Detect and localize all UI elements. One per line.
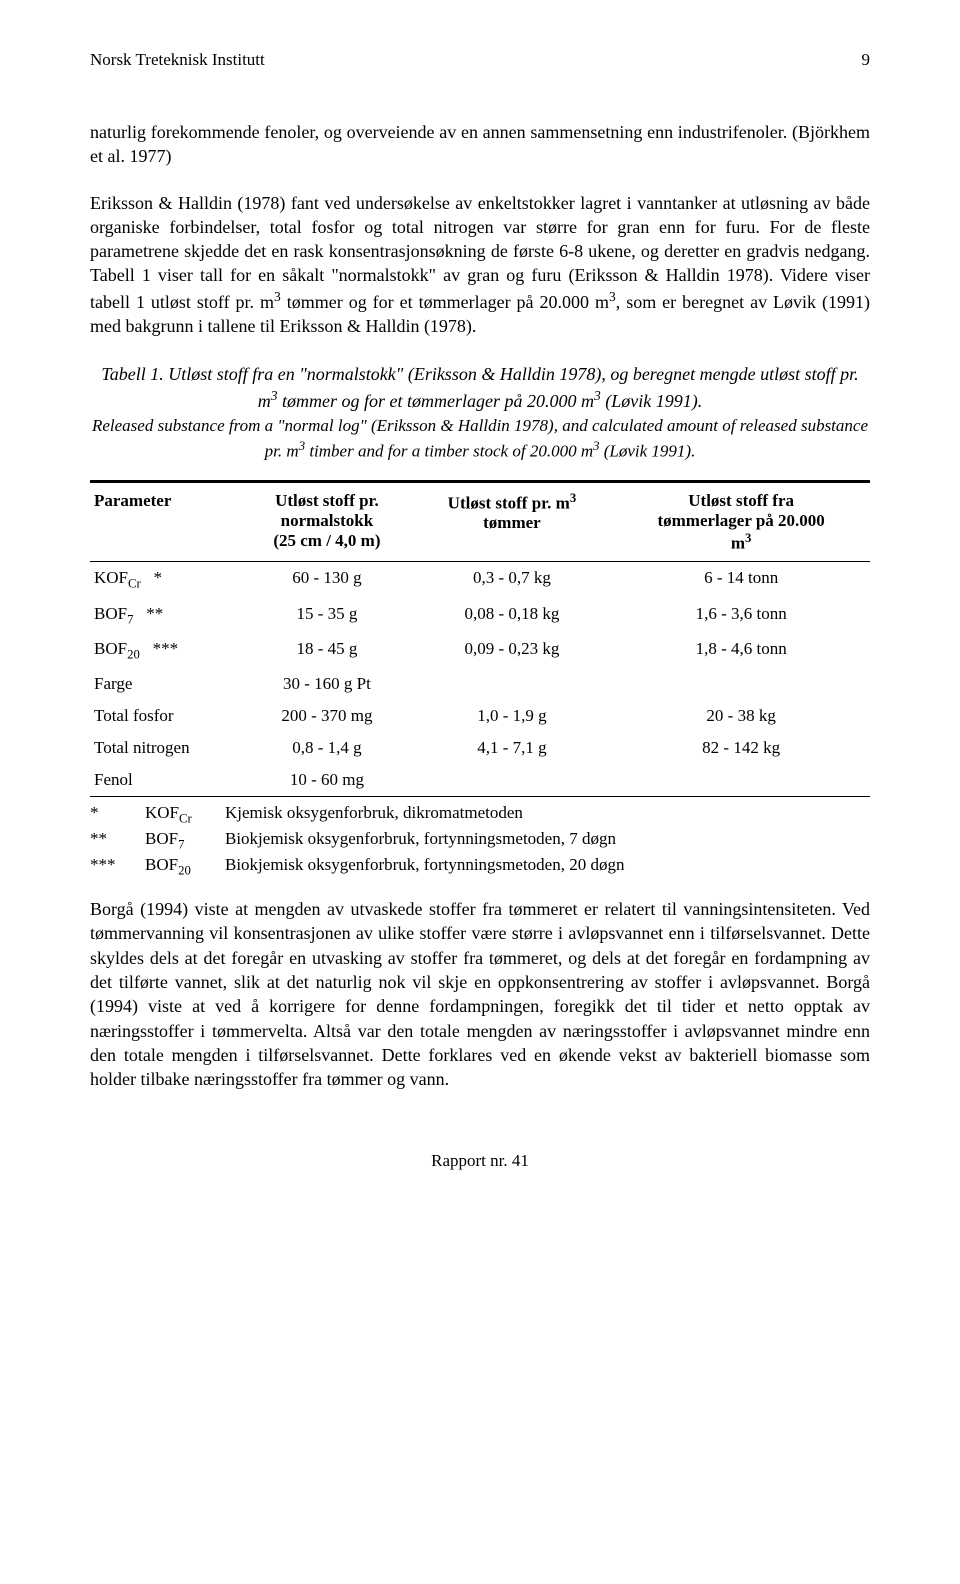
superscript-3: 3 — [609, 289, 616, 304]
paragraph-main: Eriksson & Halldin (1978) fant ved under… — [90, 191, 870, 339]
para-text-b: tømmer og for et tømmerlager på 20.000 m — [281, 292, 609, 312]
page-container: Norsk Treteknisk Institutt 9 naturlig fo… — [0, 0, 960, 1211]
paragraph-conclusion: Borgå (1994) viste at mengden av utvaske… — [90, 897, 870, 1091]
col2-line1: Utløst stoff pr. — [275, 491, 379, 510]
footnote-symbol: ** — [90, 828, 145, 854]
value-cell: 15 - 35 g — [242, 598, 411, 633]
footnote-text: Biokjemisk oksygenforbruk, fortynningsme… — [225, 828, 616, 854]
table-head: Parameter Utløst stoff pr. normalstokk (… — [90, 481, 870, 562]
value-cell: 0,09 - 0,23 kg — [412, 633, 613, 668]
param-cell: KOFCr * — [90, 562, 242, 598]
data-table: Parameter Utløst stoff pr. normalstokk (… — [90, 480, 870, 798]
footnote-text: Kjemisk oksygenforbruk, dikromatmetoden — [225, 802, 523, 828]
param-cell: Farge — [90, 668, 242, 700]
value-cell: 82 - 142 kg — [612, 732, 870, 764]
col4-line2: tømmerlager på 20.000 — [657, 511, 824, 530]
param-cell: Fenol — [90, 764, 242, 797]
value-cell: 4,1 - 7,1 g — [412, 732, 613, 764]
table-row: Fenol10 - 60 mg — [90, 764, 870, 797]
value-cell: 0,8 - 1,4 g — [242, 732, 411, 764]
table-row: BOF20 ***18 - 45 g0,09 - 0,23 kg1,8 - 4,… — [90, 633, 870, 668]
value-cell: 10 - 60 mg — [242, 764, 411, 797]
superscript-3: 3 — [570, 491, 576, 505]
table-footnotes: *KOFCrKjemisk oksygenforbruk, dikromatme… — [90, 802, 870, 879]
col3-line2: tømmer — [483, 513, 541, 532]
footnote-line: **BOF7Biokjemisk oksygenforbruk, fortynn… — [90, 828, 870, 854]
col-header-parameter: Parameter — [90, 481, 242, 562]
value-cell: 20 - 38 kg — [612, 700, 870, 732]
param-cell: BOF20 *** — [90, 633, 242, 668]
caption-c: (Løvik 1991). — [601, 391, 702, 411]
value-cell: 60 - 130 g — [242, 562, 411, 598]
table-row: BOF7 **15 - 35 g0,08 - 0,18 kg1,6 - 3,6 … — [90, 598, 870, 633]
col-header-normalstokk: Utløst stoff pr. normalstokk (25 cm / 4,… — [242, 481, 411, 562]
paragraph-intro: naturlig forekommende fenoler, og overve… — [90, 120, 870, 169]
footnote-line: *KOFCrKjemisk oksygenforbruk, dikromatme… — [90, 802, 870, 828]
table-row: Farge30 - 160 g Pt — [90, 668, 870, 700]
value-cell: 18 - 45 g — [242, 633, 411, 668]
table-row: Total nitrogen0,8 - 1,4 g4,1 - 7,1 g82 -… — [90, 732, 870, 764]
page-footer: Rapport nr. 41 — [90, 1151, 870, 1171]
col-header-tommerlager: Utløst stoff fra tømmerlager på 20.000 m… — [612, 481, 870, 562]
superscript-3: 3 — [745, 531, 751, 545]
footnote-abbr: KOFCr — [145, 802, 225, 828]
superscript-3: 3 — [271, 388, 278, 403]
institute-name: Norsk Treteknisk Institutt — [90, 50, 265, 70]
footnote-symbol: * — [90, 802, 145, 828]
header-row: Parameter Utløst stoff pr. normalstokk (… — [90, 481, 870, 562]
value-cell: 1,8 - 4,6 tonn — [612, 633, 870, 668]
col-header-tommer: Utløst stoff pr. m3 tømmer — [412, 481, 613, 562]
param-cell: Total nitrogen — [90, 732, 242, 764]
subcaption-b: timber and for a timber stock of 20.000 … — [305, 442, 593, 461]
footnote-text: Biokjemisk oksygenforbruk, fortynningsme… — [225, 854, 624, 880]
value-cell: 0,3 - 0,7 kg — [412, 562, 613, 598]
table-subcaption: Released substance from a "normal log" (… — [90, 415, 870, 464]
col2-line2: normalstokk — [281, 511, 374, 530]
value-cell: 200 - 370 mg — [242, 700, 411, 732]
table-caption: Tabell 1. Utløst stoff fra en "normalsto… — [90, 362, 870, 413]
value-cell: 0,08 - 0,18 kg — [412, 598, 613, 633]
param-cell: Total fosfor — [90, 700, 242, 732]
table-row: KOFCr *60 - 130 g0,3 - 0,7 kg6 - 14 tonn — [90, 562, 870, 598]
footnote-abbr: BOF20 — [145, 854, 225, 880]
subcaption-c: (Løvik 1991). — [599, 442, 695, 461]
page-header: Norsk Treteknisk Institutt 9 — [90, 50, 870, 70]
param-cell: BOF7 ** — [90, 598, 242, 633]
col4-line1: Utløst stoff fra — [688, 491, 794, 510]
page-number: 9 — [862, 50, 871, 70]
footnote-symbol: *** — [90, 854, 145, 880]
footnote-line: ***BOF20Biokjemisk oksygenforbruk, forty… — [90, 854, 870, 880]
value-cell — [612, 764, 870, 797]
col4-line3: m — [731, 533, 745, 552]
value-cell: 6 - 14 tonn — [612, 562, 870, 598]
superscript-3: 3 — [594, 388, 601, 403]
caption-b: tømmer og for et tømmerlager på 20.000 m — [278, 391, 594, 411]
value-cell — [412, 668, 613, 700]
col2-line3: (25 cm / 4,0 m) — [273, 531, 380, 550]
footnote-abbr: BOF7 — [145, 828, 225, 854]
value-cell: 30 - 160 g Pt — [242, 668, 411, 700]
table-row: Total fosfor200 - 370 mg1,0 - 1,9 g20 - … — [90, 700, 870, 732]
value-cell: 1,0 - 1,9 g — [412, 700, 613, 732]
value-cell — [412, 764, 613, 797]
table-body: KOFCr *60 - 130 g0,3 - 0,7 kg6 - 14 tonn… — [90, 562, 870, 797]
value-cell — [612, 668, 870, 700]
col3-line1: Utløst stoff pr. m — [448, 493, 570, 512]
superscript-3: 3 — [274, 289, 281, 304]
value-cell: 1,6 - 3,6 tonn — [612, 598, 870, 633]
